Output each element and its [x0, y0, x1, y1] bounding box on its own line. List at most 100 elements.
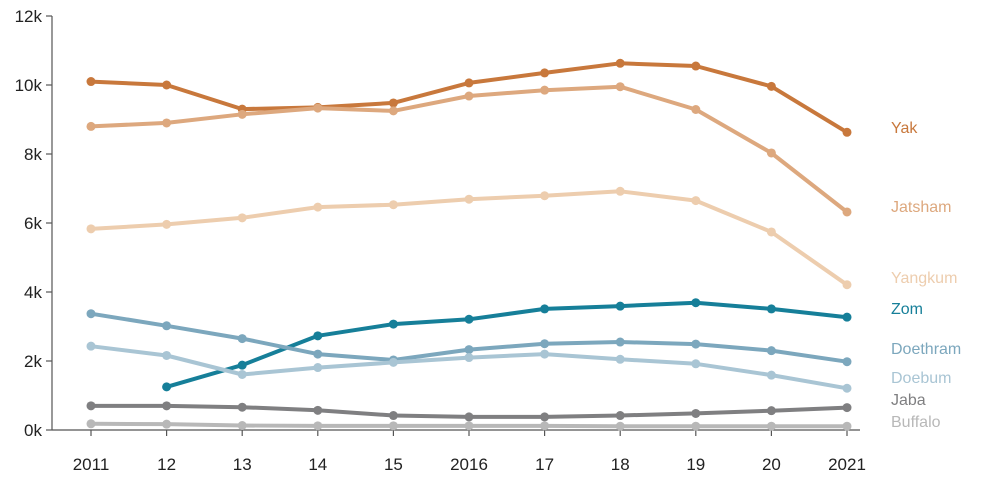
data-point — [86, 309, 96, 319]
data-point — [162, 382, 172, 392]
data-point — [842, 383, 852, 393]
data-point — [162, 350, 172, 360]
data-point — [615, 411, 625, 421]
data-point — [162, 118, 172, 128]
data-point — [691, 61, 701, 71]
data-point — [615, 82, 625, 92]
data-point — [464, 353, 474, 363]
data-point — [237, 369, 247, 379]
series-label-zom: Zom — [891, 301, 923, 318]
data-point — [540, 304, 550, 314]
data-point — [464, 78, 474, 88]
data-point — [162, 80, 172, 90]
y-tick-label: 12k — [15, 7, 43, 26]
data-point — [766, 346, 776, 356]
data-point — [842, 421, 852, 431]
series-label-buffalo: Buffalo — [891, 414, 941, 431]
x-tick-label: 2016 — [450, 455, 488, 474]
series-line — [89, 84, 849, 214]
data-point — [540, 191, 550, 201]
data-point — [842, 280, 852, 290]
data-point — [615, 337, 625, 347]
data-point — [162, 321, 172, 331]
x-tick-label: 13 — [233, 455, 252, 474]
data-point — [540, 68, 550, 78]
data-point — [691, 104, 701, 114]
series-zom — [162, 298, 852, 392]
y-tick-label: 2k — [24, 352, 42, 371]
series-label-doebum: Doebum — [891, 370, 951, 387]
data-point — [766, 148, 776, 158]
data-point — [237, 334, 247, 344]
x-tick-label: 15 — [384, 455, 403, 474]
data-point — [842, 207, 852, 217]
data-point — [691, 421, 701, 431]
series-doethram — [86, 309, 852, 367]
data-point — [237, 360, 247, 370]
x-tick-label: 2011 — [73, 455, 110, 474]
data-point — [540, 85, 550, 95]
series-label-jaba: Jaba — [891, 392, 926, 409]
y-tick-label: 8k — [24, 145, 42, 164]
data-point — [313, 103, 323, 113]
series-labels: Yak Jatsham Yangkum Zom Doethram Doebum Jaba Bu… — [891, 120, 961, 431]
data-point — [388, 200, 398, 210]
data-point — [615, 354, 625, 364]
data-point — [237, 421, 247, 431]
data-point — [842, 357, 852, 367]
y-tick-label: 0k — [24, 421, 42, 440]
data-point — [86, 419, 96, 429]
data-point — [766, 227, 776, 237]
data-point — [615, 186, 625, 196]
data-point — [691, 196, 701, 206]
data-point — [313, 331, 323, 341]
data-point — [842, 312, 852, 322]
data-point — [464, 314, 474, 324]
x-tick-label: 14 — [308, 455, 327, 474]
series-yangkum — [86, 186, 852, 290]
series-doebum — [86, 341, 852, 393]
data-point — [464, 421, 474, 431]
series-label-yangkum: Yangkum — [891, 270, 957, 287]
data-point — [237, 402, 247, 412]
data-point — [766, 370, 776, 380]
data-point — [86, 224, 96, 234]
series-label-doethram: Doethram — [891, 341, 961, 358]
x-tick-label: 19 — [686, 455, 705, 474]
series-label-yak: Yak — [891, 120, 918, 137]
series-line — [164, 300, 849, 389]
data-point — [237, 109, 247, 119]
axes: 0k 2k 4k 6k 8k 10k 12k 2011 12 13 14 15 2016 17 18 19 20… — [15, 7, 866, 474]
x-tick-label: 18 — [611, 455, 630, 474]
data-point — [691, 339, 701, 349]
data-point — [388, 411, 398, 421]
data-point — [464, 194, 474, 204]
data-point — [388, 106, 398, 116]
series-jatsham — [86, 82, 852, 217]
data-point — [313, 405, 323, 415]
data-point — [313, 421, 323, 431]
data-point — [388, 319, 398, 329]
data-point — [162, 419, 172, 429]
data-point — [691, 359, 701, 369]
y-tick-label: 6k — [24, 214, 42, 233]
data-point — [464, 91, 474, 101]
data-point — [615, 58, 625, 68]
x-tick-label: 2021 — [828, 455, 866, 474]
data-point — [766, 304, 776, 314]
data-point — [540, 339, 550, 349]
data-point — [86, 341, 96, 351]
data-point — [540, 349, 550, 359]
data-point — [615, 301, 625, 311]
y-tick-label: 4k — [24, 283, 42, 302]
data-point — [313, 349, 323, 359]
x-tick-label: 20 — [762, 455, 781, 474]
data-point — [313, 202, 323, 212]
x-tick-label: 12 — [157, 455, 176, 474]
data-point — [237, 213, 247, 223]
data-point — [615, 421, 625, 431]
series-line — [89, 189, 849, 287]
series-lines — [86, 58, 852, 431]
data-point — [766, 421, 776, 431]
